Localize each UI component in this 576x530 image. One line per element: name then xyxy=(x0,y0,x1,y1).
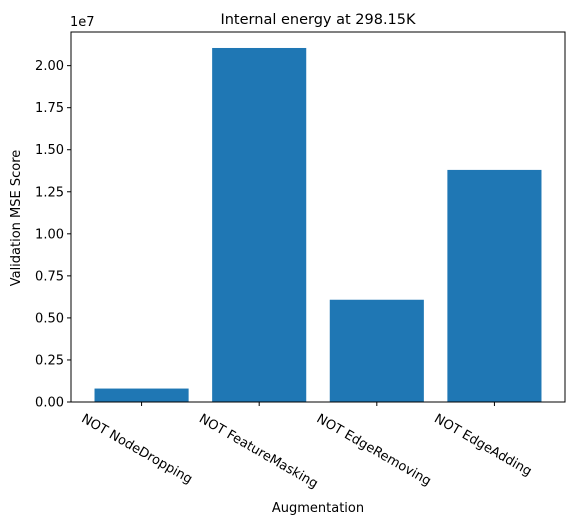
y-tick-label: 0.50 xyxy=(35,311,64,326)
y-tick-label: 2.00 xyxy=(35,59,64,74)
y-tick-label: 1.50 xyxy=(35,143,64,158)
y-tick-label: 1.25 xyxy=(35,185,64,200)
x-axis-label: Augmentation xyxy=(272,501,364,516)
bar xyxy=(95,389,189,402)
bars-layer xyxy=(95,48,542,402)
bar xyxy=(447,170,541,402)
x-tick-label: NOT FeatureMasking xyxy=(196,411,320,491)
chart-title: Internal energy at 298.15K xyxy=(220,12,416,28)
y-tick-label: 1.75 xyxy=(35,101,64,116)
y-tick-label: 1.00 xyxy=(35,227,64,242)
y-axis-label: Validation MSE Score xyxy=(9,150,24,287)
y-tick-label: 0.00 xyxy=(35,396,64,411)
bar xyxy=(330,300,424,402)
y-tick-label: 0.25 xyxy=(35,353,64,368)
x-tick-label: NOT EdgeAdding xyxy=(431,411,534,479)
y-offset-label: 1e7 xyxy=(70,15,95,30)
y-tick-label: 0.75 xyxy=(35,269,64,284)
x-tick-label: NOT EdgeRemoving xyxy=(314,411,434,489)
x-tick-label: NOT NodeDropping xyxy=(79,411,195,487)
bar xyxy=(212,48,306,402)
